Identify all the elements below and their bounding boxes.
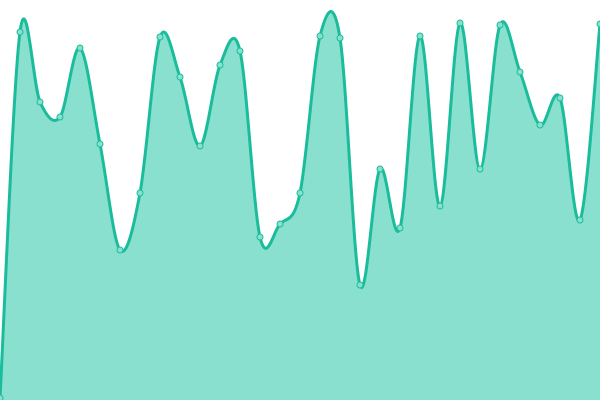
data-point xyxy=(356,281,364,289)
data-point xyxy=(116,246,124,254)
data-point xyxy=(576,216,584,224)
data-point xyxy=(416,32,424,40)
data-point xyxy=(16,28,24,36)
data-point xyxy=(76,44,84,52)
data-point xyxy=(216,61,224,69)
data-point xyxy=(316,32,324,40)
data-point xyxy=(256,233,264,241)
data-point xyxy=(196,142,204,150)
data-markers xyxy=(0,19,600,400)
data-point xyxy=(456,19,464,27)
data-point xyxy=(536,121,544,129)
data-point xyxy=(36,98,44,106)
series-line xyxy=(0,10,600,399)
data-point xyxy=(496,21,504,29)
data-point xyxy=(516,68,524,76)
data-point xyxy=(176,73,184,81)
data-point xyxy=(136,189,144,197)
data-point xyxy=(436,202,444,210)
data-point xyxy=(596,20,600,28)
data-point xyxy=(476,165,484,173)
data-point xyxy=(96,140,104,148)
data-point xyxy=(376,165,384,173)
data-point xyxy=(396,224,404,232)
data-point xyxy=(336,34,344,42)
data-point xyxy=(296,189,304,197)
data-point xyxy=(236,47,244,55)
data-point xyxy=(0,394,4,400)
area-fill xyxy=(0,11,600,400)
data-point xyxy=(276,220,284,228)
data-point xyxy=(156,33,164,41)
data-point xyxy=(556,94,564,102)
data-point xyxy=(56,113,64,121)
